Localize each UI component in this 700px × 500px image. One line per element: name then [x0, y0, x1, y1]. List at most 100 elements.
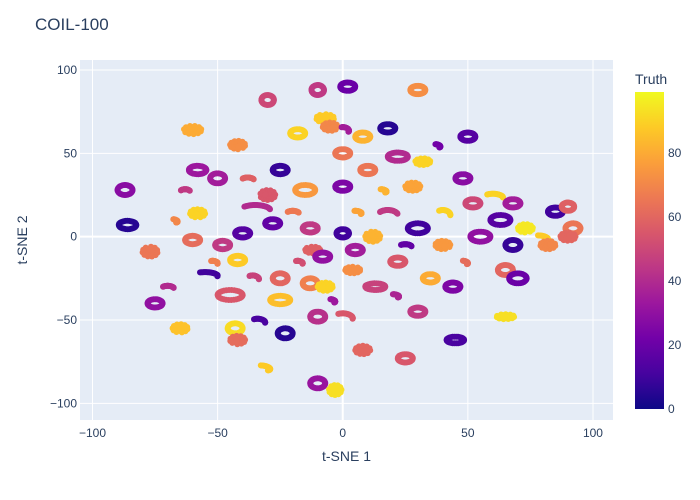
data-point [192, 163, 199, 169]
data-point [417, 158, 424, 165]
cluster [419, 271, 441, 286]
data-point [314, 283, 321, 290]
y-axis-title: t-SNE 2 [14, 215, 30, 264]
cluster [484, 190, 506, 201]
data-point [547, 241, 554, 248]
cluster [274, 325, 296, 342]
cluster [293, 257, 306, 267]
data-point [345, 128, 352, 135]
cluster [342, 263, 363, 277]
cluster [362, 280, 389, 293]
data-point [214, 273, 221, 280]
cluster [182, 232, 204, 248]
data-point [173, 219, 180, 226]
cluster [407, 304, 429, 319]
cluster [207, 170, 229, 187]
cluster [457, 129, 479, 144]
cluster [212, 237, 234, 253]
cluster [327, 296, 339, 306]
cluster [269, 270, 291, 287]
cluster [462, 196, 484, 211]
data-point [394, 294, 401, 301]
data-point [387, 150, 394, 157]
data-point [357, 211, 364, 217]
data-point [320, 376, 327, 383]
data-point [577, 224, 584, 230]
cluster [139, 243, 161, 260]
cluster [257, 187, 279, 203]
data-point [361, 163, 368, 170]
data-point [447, 212, 454, 219]
cluster [258, 92, 277, 108]
cluster [344, 242, 366, 258]
cluster [432, 141, 444, 151]
x-tick-label: −50 [207, 426, 228, 440]
data-point [220, 296, 227, 303]
y-tick-label: 100 [57, 63, 77, 77]
cluster [269, 162, 291, 178]
data-point [267, 206, 273, 213]
data-point [417, 304, 424, 311]
data-point [176, 326, 183, 333]
data-point [275, 331, 281, 338]
data-point [485, 236, 492, 243]
data-point [560, 200, 567, 207]
data-point [495, 268, 502, 275]
cluster [377, 186, 390, 196]
data-point [264, 367, 271, 374]
cluster [115, 217, 140, 233]
cluster [312, 249, 334, 264]
data-point [394, 254, 401, 261]
cluster [337, 79, 359, 94]
data-point [511, 196, 518, 203]
colorbar-tick-label: 40 [668, 274, 682, 288]
data-point [265, 101, 272, 108]
data-point [412, 158, 419, 165]
cluster [177, 186, 193, 194]
data-point [215, 245, 222, 252]
data-point [443, 286, 450, 293]
data-point [262, 191, 269, 198]
data-point [146, 246, 153, 253]
data-point [309, 285, 316, 291]
cluster [170, 216, 181, 226]
cluster [287, 126, 309, 141]
cluster [308, 82, 327, 98]
cluster [506, 270, 530, 287]
cluster [459, 257, 471, 268]
cluster [357, 162, 379, 178]
data-point [257, 190, 264, 197]
data-point [351, 266, 358, 272]
data-point [250, 176, 257, 183]
data-point [452, 174, 459, 181]
cluster [377, 207, 401, 217]
y-tick-label: −100 [50, 396, 77, 410]
colorbar-tick-label: 80 [668, 146, 682, 160]
data-point [214, 260, 221, 267]
cluster [144, 296, 166, 311]
cluster [114, 182, 136, 198]
y-tick-label: 50 [64, 146, 78, 160]
colorbar-tick-label: 0 [668, 402, 675, 416]
data-point [308, 245, 315, 252]
data-point [170, 284, 177, 291]
data-point [295, 209, 302, 216]
data-point [233, 338, 240, 345]
cluster [185, 162, 210, 178]
cluster [443, 333, 468, 347]
cluster [452, 171, 474, 186]
data-point [186, 187, 193, 194]
cluster [169, 321, 191, 336]
data-points [114, 79, 584, 398]
data-point [499, 194, 506, 201]
cluster [502, 196, 524, 211]
data-point [506, 237, 513, 244]
data-point [465, 203, 472, 210]
data-point [441, 243, 448, 250]
data-point [554, 212, 561, 219]
cluster [299, 221, 321, 236]
data-point [321, 113, 328, 120]
data-point [432, 278, 439, 285]
cluster [389, 291, 402, 301]
data-point [235, 226, 242, 233]
